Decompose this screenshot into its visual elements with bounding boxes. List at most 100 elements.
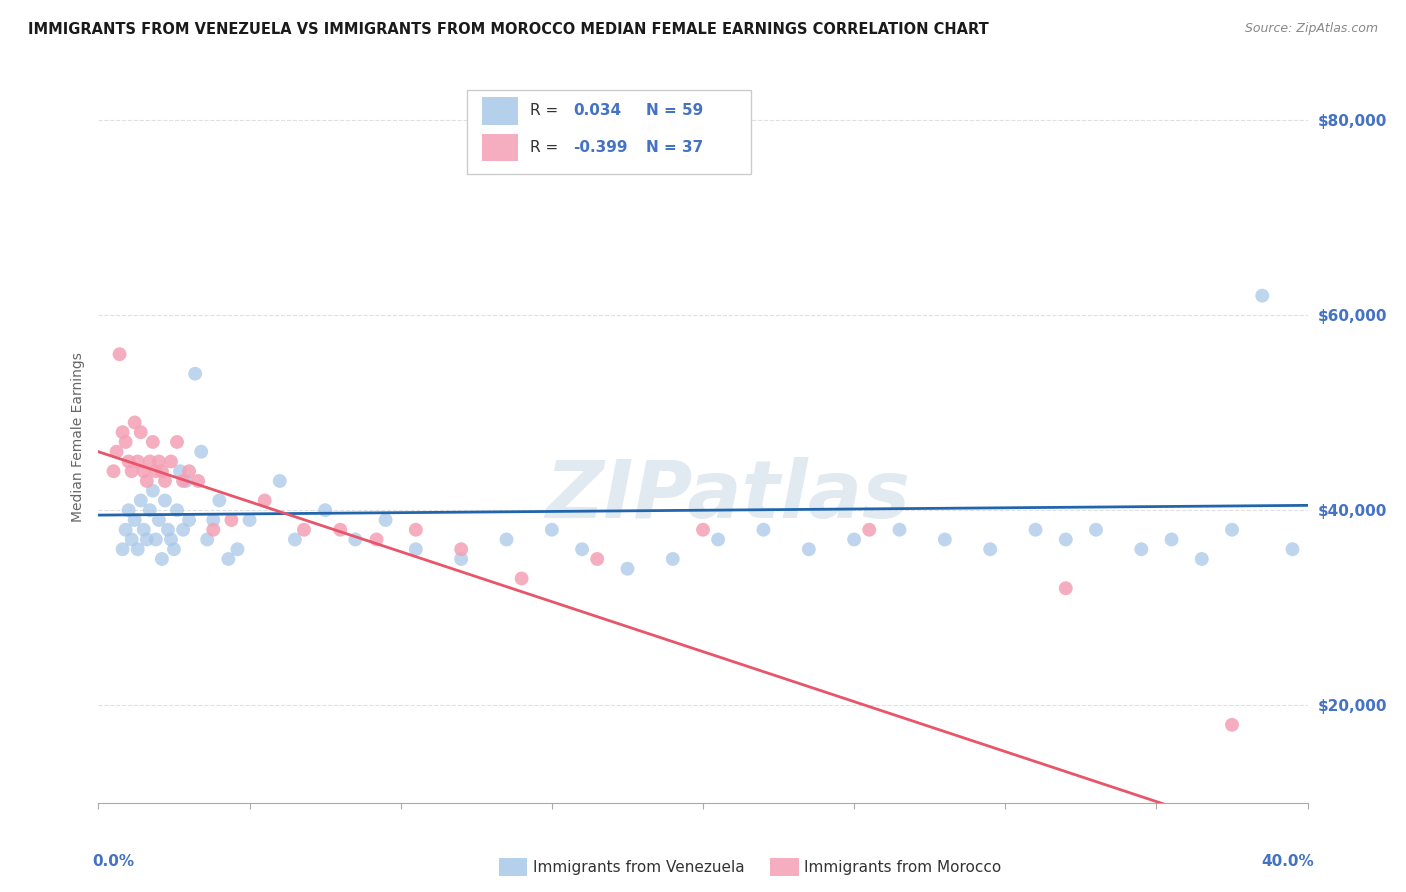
Point: [121, 464, 143, 478]
Point: [202, 513, 225, 527]
FancyBboxPatch shape: [482, 97, 517, 125]
Text: R =: R =: [530, 140, 564, 155]
Point: [166, 434, 188, 449]
Point: [239, 513, 262, 527]
Point: [692, 523, 714, 537]
Point: [135, 533, 157, 547]
Point: [450, 552, 472, 566]
Point: [284, 533, 307, 547]
Point: [132, 464, 155, 478]
Point: [1054, 581, 1077, 595]
Point: [844, 533, 866, 547]
Point: [118, 454, 141, 468]
Point: [314, 503, 336, 517]
Point: [221, 513, 243, 527]
Point: [495, 533, 517, 547]
Point: [217, 552, 239, 566]
Point: [889, 523, 911, 537]
Text: -0.399: -0.399: [574, 140, 628, 155]
Point: [111, 425, 134, 440]
Point: [142, 434, 165, 449]
Text: Immigrants from Venezuela: Immigrants from Venezuela: [533, 860, 745, 874]
Point: [169, 464, 191, 478]
Y-axis label: Median Female Earnings: Median Female Earnings: [70, 352, 84, 522]
Point: [150, 552, 173, 566]
Point: [150, 464, 173, 478]
Point: [344, 533, 367, 547]
Text: N = 37: N = 37: [647, 140, 703, 155]
Point: [114, 434, 136, 449]
Point: [226, 542, 249, 557]
Point: [190, 444, 212, 458]
Point: [135, 474, 157, 488]
Point: [540, 523, 562, 537]
Point: [139, 454, 162, 468]
FancyBboxPatch shape: [467, 90, 751, 174]
Point: [145, 533, 167, 547]
Point: [616, 562, 638, 576]
Point: [179, 513, 201, 527]
Text: R =: R =: [530, 103, 564, 119]
Point: [292, 523, 315, 537]
Point: [1281, 542, 1303, 557]
Point: [752, 523, 775, 537]
Point: [450, 542, 472, 557]
Point: [132, 523, 155, 537]
Point: [571, 542, 593, 557]
Point: [366, 533, 388, 547]
Point: [166, 503, 188, 517]
Text: 40.0%: 40.0%: [1261, 854, 1313, 869]
Point: [108, 347, 131, 361]
Point: [172, 523, 194, 537]
Point: [1054, 533, 1077, 547]
Point: [103, 464, 125, 478]
Point: [858, 523, 880, 537]
Point: [160, 533, 183, 547]
Point: [139, 503, 162, 517]
Point: [797, 542, 820, 557]
Point: [1191, 552, 1213, 566]
Text: 0.0%: 0.0%: [93, 854, 135, 869]
Point: [510, 572, 533, 586]
Point: [153, 493, 176, 508]
Point: [160, 454, 183, 468]
Point: [1251, 288, 1274, 302]
Point: [153, 474, 176, 488]
Point: [148, 513, 170, 527]
Point: [195, 533, 218, 547]
Point: [329, 523, 352, 537]
FancyBboxPatch shape: [482, 134, 517, 161]
Point: [1085, 523, 1108, 537]
Point: [124, 416, 146, 430]
Text: N = 59: N = 59: [647, 103, 703, 119]
Point: [156, 523, 179, 537]
Point: [1220, 718, 1243, 732]
Point: [405, 523, 427, 537]
Point: [114, 523, 136, 537]
Point: [111, 542, 134, 557]
Point: [586, 552, 609, 566]
Point: [129, 493, 152, 508]
Point: [163, 542, 186, 557]
Point: [148, 454, 170, 468]
Point: [142, 483, 165, 498]
Point: [405, 542, 427, 557]
Point: [127, 454, 149, 468]
Point: [145, 464, 167, 478]
Point: [1160, 533, 1182, 547]
Point: [1024, 523, 1046, 537]
Point: [129, 425, 152, 440]
Point: [202, 523, 225, 537]
Point: [208, 493, 231, 508]
Point: [121, 533, 143, 547]
Point: [1130, 542, 1153, 557]
Point: [374, 513, 396, 527]
Text: Source: ZipAtlas.com: Source: ZipAtlas.com: [1244, 22, 1378, 36]
Point: [124, 513, 146, 527]
Point: [127, 542, 149, 557]
Point: [187, 474, 209, 488]
Point: [934, 533, 956, 547]
Text: IMMIGRANTS FROM VENEZUELA VS IMMIGRANTS FROM MOROCCO MEDIAN FEMALE EARNINGS CORR: IMMIGRANTS FROM VENEZUELA VS IMMIGRANTS …: [28, 22, 988, 37]
Point: [269, 474, 291, 488]
Point: [661, 552, 683, 566]
